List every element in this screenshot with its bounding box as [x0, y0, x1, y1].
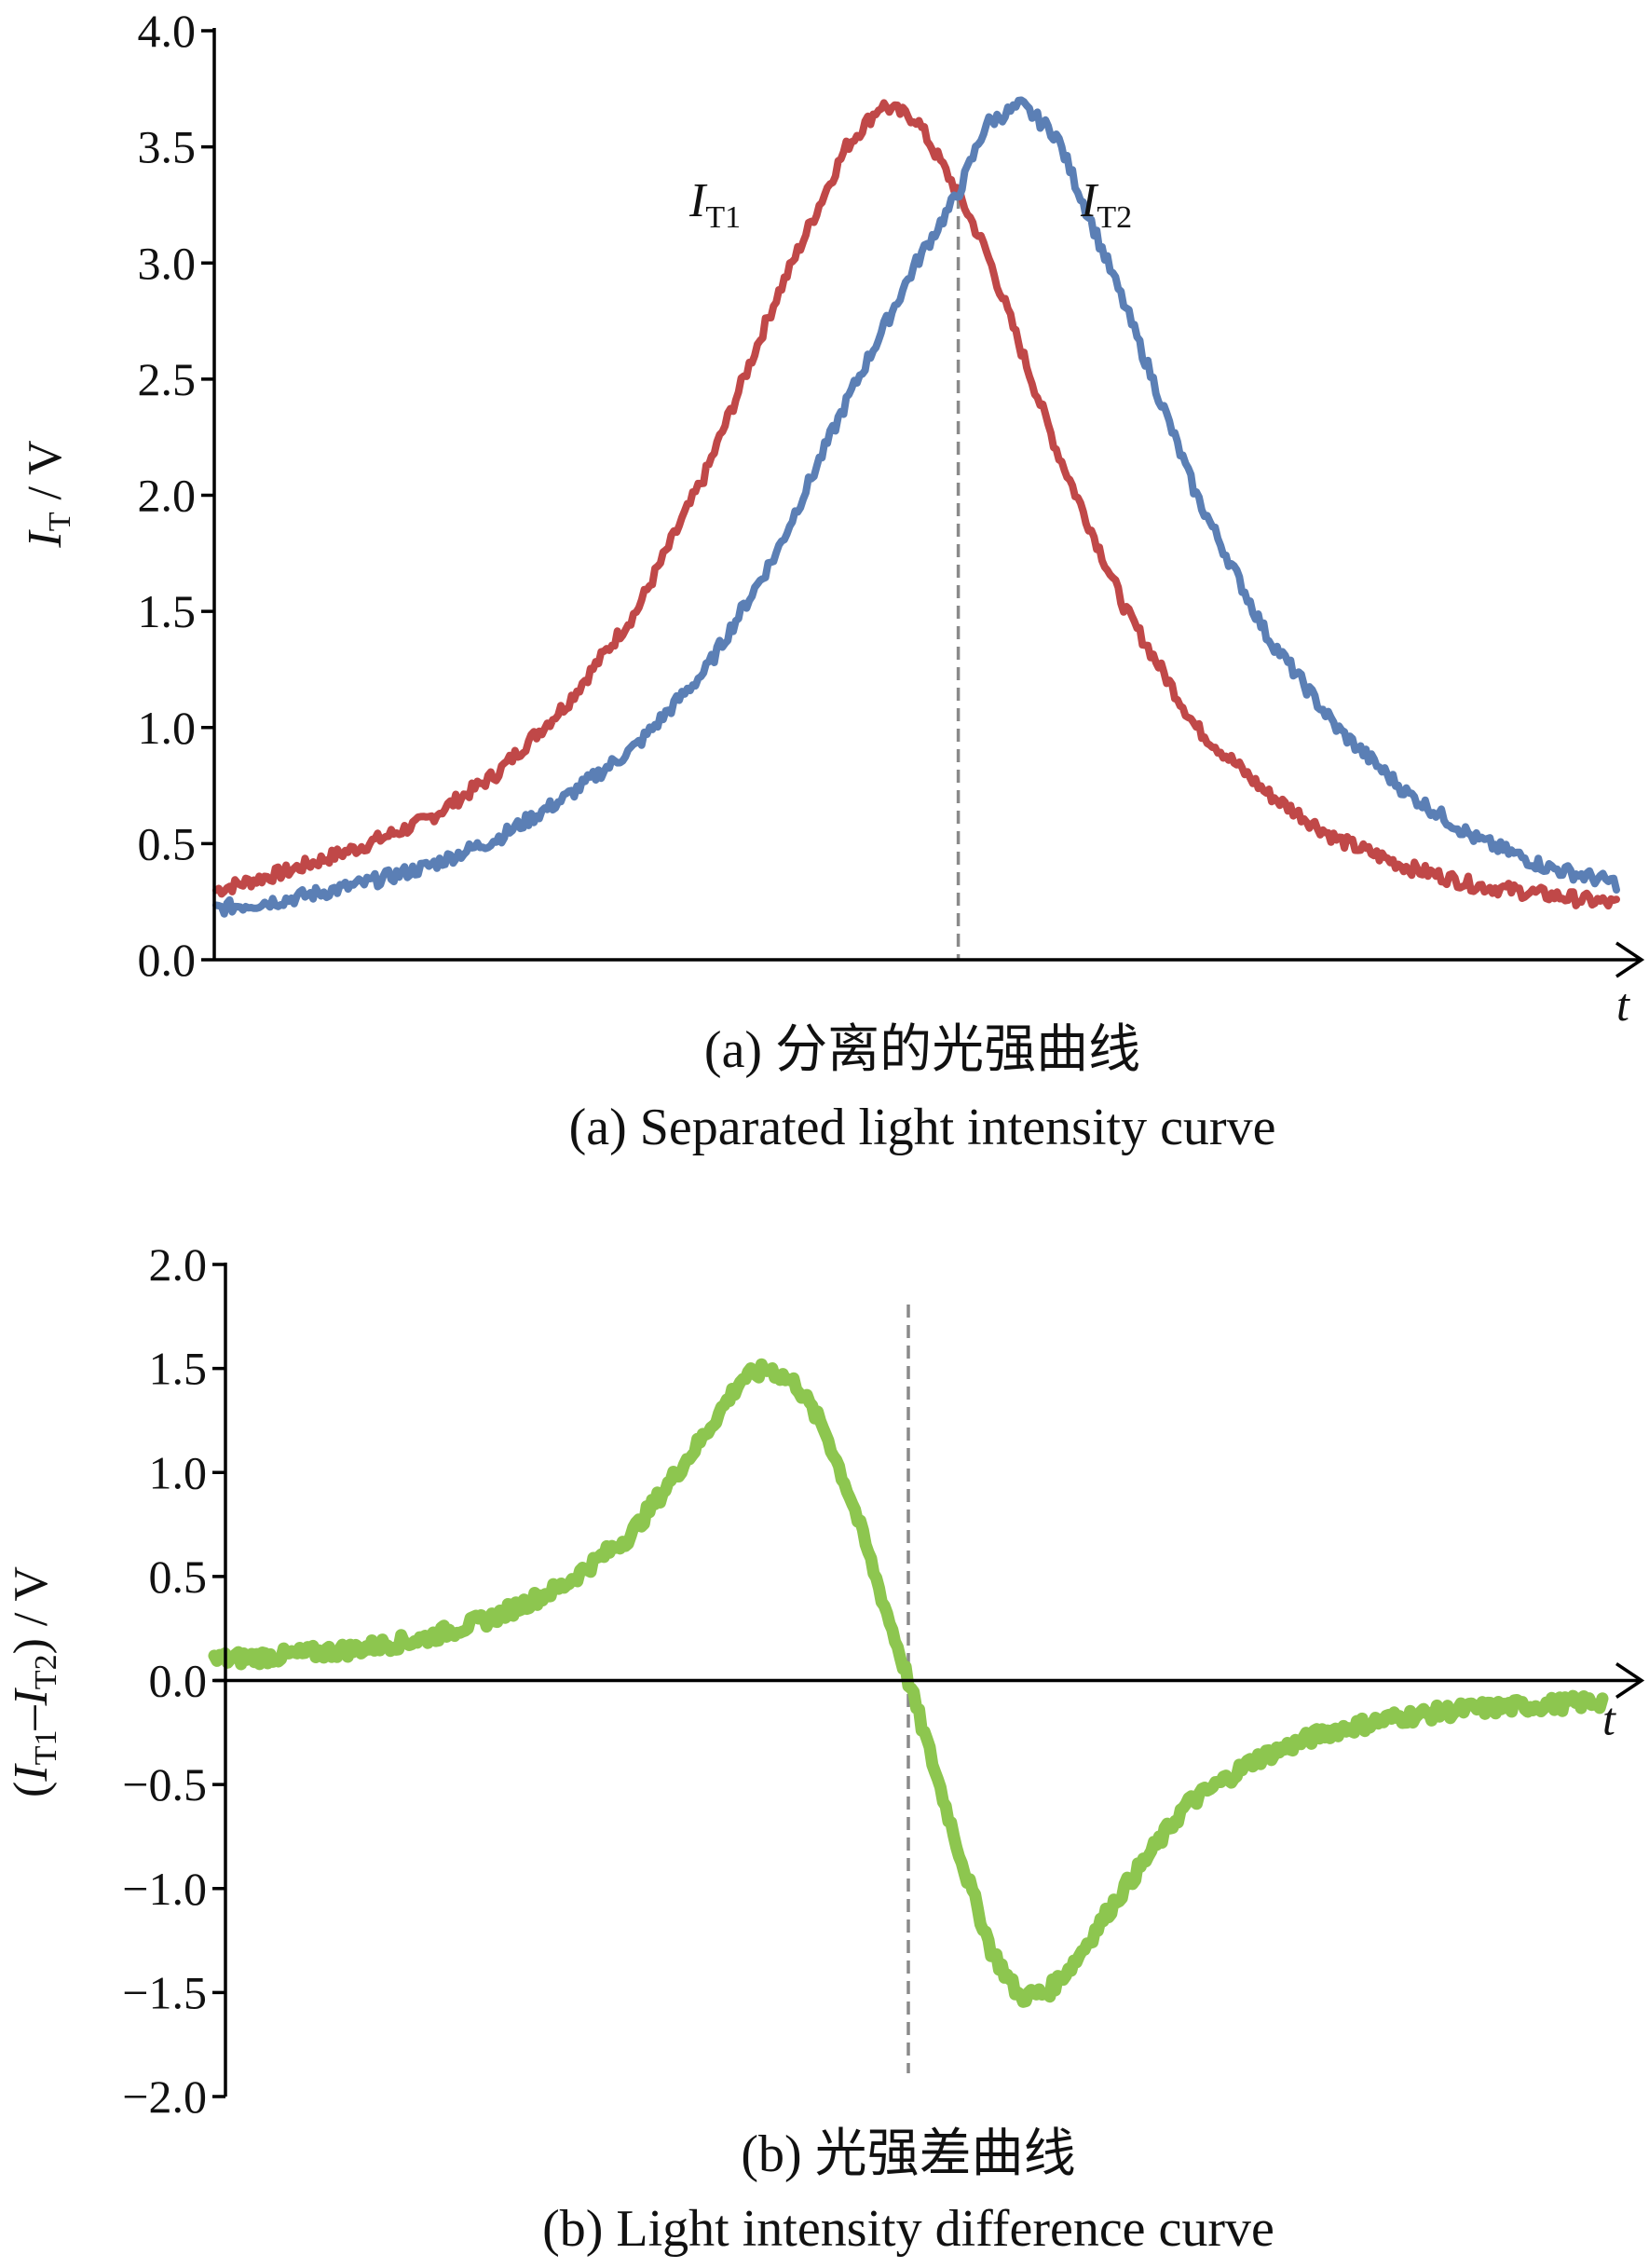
- series-line-it1: [212, 99, 1620, 910]
- y-tick-label: 0.5: [149, 1551, 208, 1603]
- y-tick-label: 1.0: [138, 702, 197, 754]
- b-caption-en: (b) Light intensity difference curve: [542, 2200, 1274, 2258]
- b-x-axis-arrow-icon: [1615, 1662, 1645, 1699]
- chart-b: −2.0 −1.5 −1.0 −0.5 0.0 0.5 1.0 1.5 2.0 t (IT1–I…: [5, 1238, 1645, 2258]
- a-caption-cn: (a) 分离的光强曲线: [704, 1021, 1140, 1079]
- y-tick-label: −1.5: [122, 1966, 207, 2018]
- a-x-axis-arrow-icon: [1615, 941, 1645, 978]
- chart-a: 0.0 0.5 1.0 1.5 2.0 2.5 3.0 3.5 4.0 t IT / V IT1…: [19, 5, 1645, 1156]
- a-caption-en: (a) Separated light intensity curve: [569, 1099, 1276, 1156]
- b-caption-cn: (b) 光强差曲线: [741, 2125, 1075, 2183]
- y-tick-label: 2.5: [138, 353, 197, 405]
- y-tick-label: 0.0: [149, 1655, 208, 1707]
- series-line-it2: [212, 96, 1620, 918]
- y-tick-label: −2.0: [122, 2070, 207, 2123]
- b-y-axis-label: (IT1–IT2) / V: [5, 1566, 63, 1797]
- y-tick-label: 0.0: [138, 934, 197, 986]
- y-tick-label: −0.5: [122, 1758, 207, 1810]
- series-label-it1: IT1: [688, 174, 741, 235]
- b-x-axis-label: t: [1602, 1693, 1616, 1745]
- series-label-it2: IT2: [1080, 174, 1132, 235]
- b-series-lines: [208, 1358, 1609, 2008]
- y-tick-label: 0.5: [138, 817, 197, 869]
- series-line-diff: [208, 1358, 1609, 2008]
- a-series-lines: [212, 96, 1620, 918]
- a-y-ticks: 0.0 0.5 1.0 1.5 2.0 2.5 3.0 3.5 4.0: [138, 5, 214, 986]
- a-y-axis-label: IT / V: [19, 440, 77, 548]
- y-tick-label: 1.5: [138, 585, 197, 637]
- y-tick-label: 4.0: [138, 5, 197, 57]
- y-tick-label: 2.0: [138, 470, 197, 522]
- a-x-axis-label: t: [1616, 978, 1630, 1031]
- y-tick-label: 2.0: [149, 1238, 208, 1291]
- y-tick-label: 3.0: [138, 237, 197, 289]
- y-tick-label: 3.5: [138, 121, 197, 173]
- y-tick-label: 1.5: [149, 1343, 208, 1395]
- b-y-ticks: −2.0 −1.5 −1.0 −0.5 0.0 0.5 1.0 1.5 2.0: [122, 1238, 225, 2123]
- y-tick-label: 1.0: [149, 1446, 208, 1498]
- y-tick-label: −1.0: [122, 1863, 207, 1915]
